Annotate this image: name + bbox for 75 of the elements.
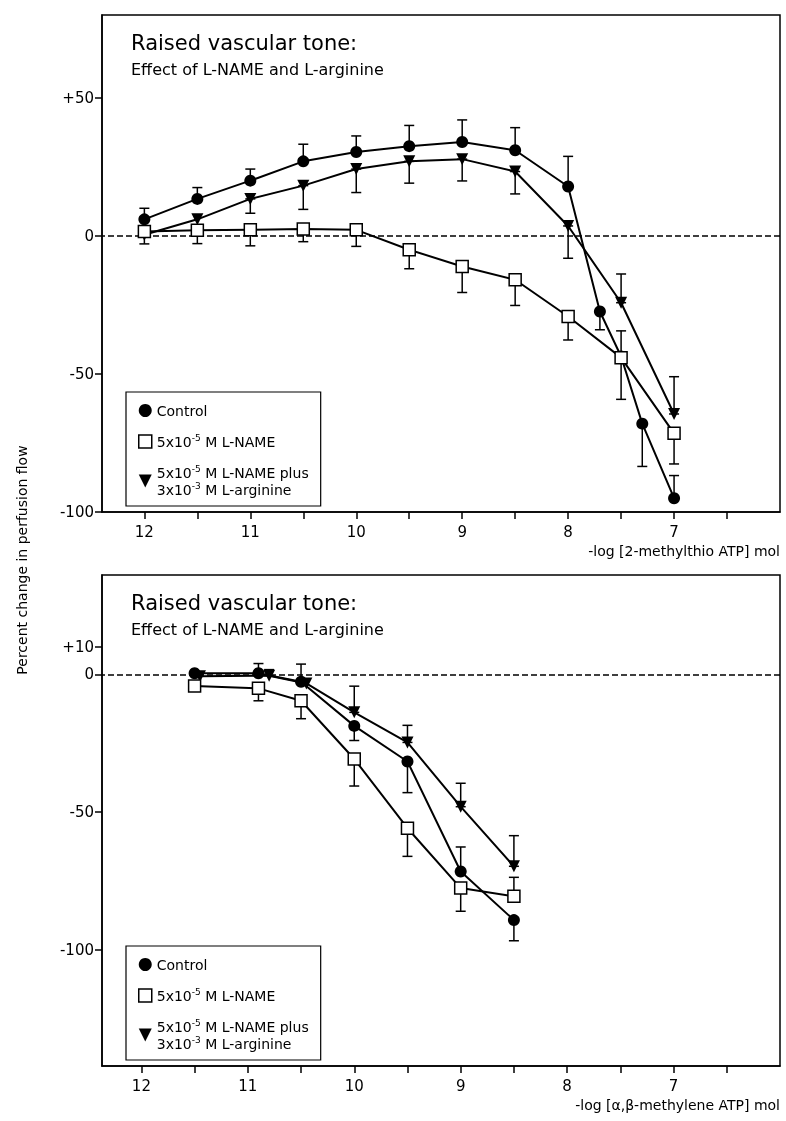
point <box>401 736 414 749</box>
x-tick-label: 11 <box>238 1076 258 1095</box>
point <box>138 213 151 226</box>
point <box>244 174 257 187</box>
x-tick-label: 11 <box>240 522 260 541</box>
point <box>187 679 202 693</box>
y-tick-label: +50 <box>62 88 94 107</box>
point <box>668 492 681 505</box>
point <box>615 296 628 309</box>
point <box>454 800 467 813</box>
point <box>243 223 258 237</box>
x-axis-title: -log [2-methylthio ATP] mol <box>588 543 780 559</box>
point <box>190 223 205 238</box>
x-tick-label: 10 <box>344 1076 364 1095</box>
point <box>297 155 310 168</box>
point <box>191 192 204 205</box>
point <box>668 407 681 420</box>
point <box>348 706 361 719</box>
x-tick-label: 9 <box>455 1076 466 1095</box>
point <box>403 155 416 168</box>
point <box>456 136 469 149</box>
point <box>507 889 521 904</box>
y-tick-label: -50 <box>69 803 94 822</box>
x-tick-label: 8 <box>563 522 573 541</box>
text: Effect of L-NAME and L-arginine <box>131 619 384 639</box>
point <box>509 144 522 157</box>
point <box>403 140 416 153</box>
text: Raised vascular tone: <box>131 590 358 615</box>
x-tick-label: 10 <box>346 522 366 541</box>
point <box>561 309 575 324</box>
point <box>400 821 415 835</box>
point <box>453 881 468 895</box>
x-tick-label: 12 <box>134 522 154 541</box>
point <box>455 259 469 274</box>
x-tick-label: 8 <box>562 1076 572 1095</box>
point <box>348 719 361 732</box>
y-tick-label: +10 <box>62 637 94 656</box>
y-tick-label: -100 <box>59 503 94 521</box>
point <box>562 219 575 232</box>
x-tick-label: 9 <box>457 522 467 541</box>
x-tick-label: 12 <box>131 1076 151 1095</box>
y-tick-label: 0 <box>84 665 94 684</box>
y-axis-title: Percent change in perfusion flow <box>14 445 30 675</box>
point <box>508 273 522 287</box>
point <box>636 417 649 430</box>
point <box>507 860 520 873</box>
point <box>593 305 606 318</box>
point <box>294 694 308 708</box>
point <box>401 755 414 768</box>
legend-label: Control <box>156 402 208 419</box>
text: Raised vascular tone: <box>131 30 358 55</box>
point <box>507 914 520 927</box>
point <box>402 242 416 257</box>
text: Effect of L-NAME and L-arginine <box>131 59 384 79</box>
point <box>349 223 363 237</box>
point <box>667 426 681 441</box>
point <box>562 180 575 193</box>
y-tick-label: -100 <box>59 941 94 960</box>
point <box>296 222 311 236</box>
x-axis-title: -log [α,β-methylene ATP] mol <box>575 1097 781 1113</box>
point <box>350 145 363 158</box>
point <box>509 165 522 178</box>
point <box>251 681 266 696</box>
point <box>297 179 310 192</box>
point <box>347 752 361 766</box>
y-tick-label: 0 <box>84 226 94 245</box>
point <box>454 865 467 878</box>
point <box>350 163 363 176</box>
x-tick-label: 7 <box>669 522 679 541</box>
legend-label: Control <box>156 956 208 973</box>
y-tick-label: -50 <box>69 364 94 383</box>
x-tick-label: 7 <box>668 1076 679 1095</box>
point <box>263 669 276 682</box>
point <box>244 192 257 205</box>
point <box>456 153 469 166</box>
